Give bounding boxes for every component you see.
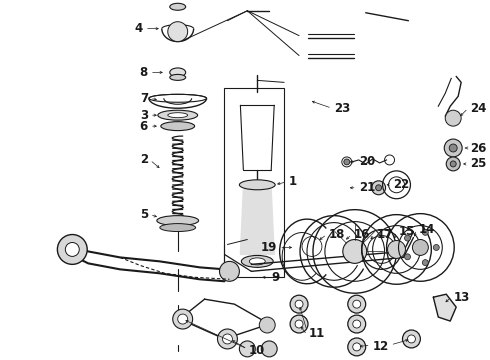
Text: 3: 3 (140, 109, 148, 122)
Text: 9: 9 (271, 271, 279, 284)
Circle shape (353, 343, 361, 351)
Text: 5: 5 (140, 208, 148, 221)
Text: 10: 10 (249, 345, 266, 357)
Circle shape (344, 159, 350, 165)
Ellipse shape (170, 3, 186, 10)
Text: 19: 19 (261, 241, 277, 254)
Text: 21: 21 (359, 181, 375, 194)
Circle shape (295, 300, 303, 308)
Ellipse shape (240, 180, 275, 190)
Text: 2: 2 (140, 153, 148, 166)
Text: 6: 6 (140, 120, 148, 132)
Circle shape (173, 309, 193, 329)
Circle shape (444, 139, 462, 157)
Polygon shape (241, 190, 274, 255)
Circle shape (343, 239, 367, 264)
Ellipse shape (249, 258, 265, 265)
Text: 18: 18 (329, 228, 345, 241)
Ellipse shape (242, 255, 273, 267)
Text: 15: 15 (398, 225, 415, 238)
Ellipse shape (157, 216, 198, 226)
Circle shape (413, 239, 428, 255)
Circle shape (290, 295, 308, 313)
Text: 24: 24 (470, 102, 487, 115)
Circle shape (259, 317, 275, 333)
Ellipse shape (170, 68, 186, 77)
Circle shape (240, 341, 255, 357)
Ellipse shape (161, 122, 195, 131)
Ellipse shape (160, 224, 196, 231)
Circle shape (348, 315, 366, 333)
Circle shape (422, 260, 428, 266)
Circle shape (450, 161, 456, 167)
Text: 1: 1 (289, 175, 297, 188)
Circle shape (353, 300, 361, 308)
Circle shape (433, 244, 439, 251)
Circle shape (388, 240, 405, 258)
Circle shape (178, 314, 188, 324)
Circle shape (57, 234, 87, 264)
Circle shape (295, 320, 303, 328)
Circle shape (371, 181, 386, 195)
Circle shape (218, 329, 237, 349)
Circle shape (446, 157, 460, 171)
Text: 23: 23 (334, 102, 350, 115)
Text: 25: 25 (470, 157, 487, 170)
Circle shape (65, 243, 79, 256)
Ellipse shape (170, 75, 186, 80)
Polygon shape (433, 294, 456, 321)
Circle shape (405, 235, 411, 241)
Ellipse shape (168, 113, 188, 118)
Text: 16: 16 (354, 228, 370, 241)
Circle shape (168, 22, 188, 42)
Text: 11: 11 (309, 328, 325, 341)
Text: 17: 17 (377, 228, 393, 241)
Circle shape (402, 330, 420, 348)
Text: 26: 26 (470, 141, 487, 154)
Circle shape (261, 341, 277, 357)
Text: 20: 20 (359, 156, 375, 168)
Text: 7: 7 (140, 92, 148, 105)
Circle shape (348, 295, 366, 313)
Text: 13: 13 (453, 291, 469, 304)
Circle shape (445, 110, 461, 126)
Circle shape (353, 320, 361, 328)
Circle shape (348, 338, 366, 356)
Circle shape (220, 261, 240, 281)
Text: 22: 22 (393, 178, 410, 191)
Circle shape (376, 185, 382, 191)
Text: 14: 14 (418, 223, 435, 236)
Circle shape (405, 254, 411, 260)
Circle shape (422, 229, 428, 235)
Circle shape (290, 315, 308, 333)
Circle shape (408, 335, 416, 343)
Ellipse shape (158, 110, 197, 120)
Text: 4: 4 (135, 22, 143, 35)
Text: 12: 12 (372, 341, 389, 354)
Text: 8: 8 (140, 66, 148, 79)
Bar (224, 88, 284, 277)
Circle shape (222, 334, 232, 344)
Circle shape (449, 144, 457, 152)
